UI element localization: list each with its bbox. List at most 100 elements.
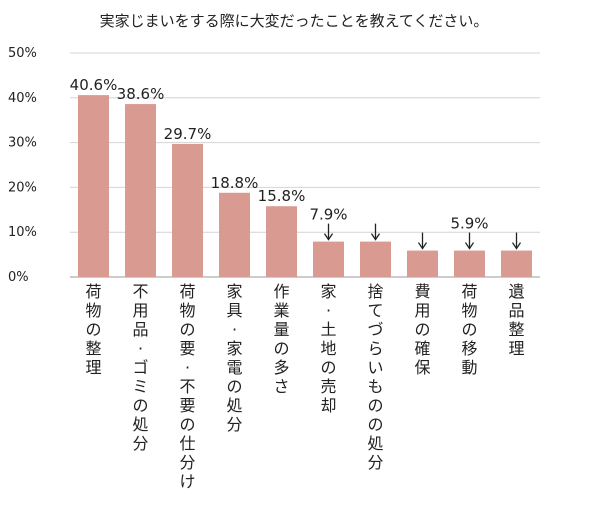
arrow-head [511, 242, 522, 250]
category-label-char: 捨 [367, 282, 383, 301]
bars [78, 95, 532, 278]
category-label-char: の [85, 320, 101, 339]
category-label-char: 整 [85, 339, 101, 358]
category-label-char: 分 [226, 415, 242, 434]
data-label: 7.9% [309, 206, 347, 224]
category-label-char: の [414, 320, 430, 339]
category-label-char: · [138, 339, 143, 358]
category-label-char: の [367, 396, 383, 415]
category-label-char: 用 [132, 301, 148, 320]
category-label-char: の [320, 358, 336, 377]
data-label: 5.9% [450, 215, 488, 233]
category-label-char: 業 [273, 301, 289, 320]
bar [313, 241, 344, 277]
bar [172, 143, 203, 277]
arrow-head [370, 233, 381, 241]
category-label-char: 分 [179, 453, 195, 472]
x-axis-category-labels: 荷物の整理不用品·ゴミの処分荷物の要·不要の仕分け家具·家電の処分作業量の多さ家… [85, 282, 524, 491]
data-label: 18.8% [211, 174, 259, 192]
category-label-char: 処 [367, 434, 383, 453]
category-label-char: 荷 [85, 282, 101, 301]
category-label-char: づ [367, 320, 383, 339]
y-axis-tick-labels: 0% 10% 20% 30% 40% 50% [8, 46, 37, 285]
y-tick-label: 0% [8, 270, 29, 285]
category-label-char: の [179, 415, 195, 434]
category-label-char: 物 [179, 301, 195, 320]
category-label-char: · [185, 358, 190, 377]
category-label-char: ら [367, 339, 383, 358]
category-label-char: · [326, 301, 331, 320]
category-label-char: 確 [414, 339, 430, 358]
category-label-char: の [273, 339, 289, 358]
category-label-char: 遺 [508, 282, 524, 301]
category-label-char: 電 [226, 358, 242, 377]
category-label-char: 処 [226, 396, 242, 415]
category-label-char: 家 [320, 282, 336, 301]
category-label-char: 移 [461, 339, 477, 358]
arrow-head [417, 242, 428, 250]
bar [360, 241, 391, 277]
category-label-char: の [367, 415, 383, 434]
data-label: 40.6% [70, 76, 118, 94]
category-label-char: も [367, 377, 383, 396]
category-label-char: ゴ [132, 358, 148, 377]
category-label-char: 仕 [179, 434, 195, 453]
category-label-char: け [179, 472, 195, 491]
category-label-char: 分 [367, 453, 383, 472]
category-label-char: の [226, 377, 242, 396]
category-label-char: 分 [132, 434, 148, 453]
y-tick-label: 10% [8, 225, 37, 240]
category-label-char: 保 [414, 358, 430, 377]
category-label-char: 整 [508, 320, 524, 339]
y-tick-label: 30% [8, 136, 37, 151]
category-label-char: · [232, 320, 237, 339]
category-label-char: て [367, 301, 383, 320]
category-label-char: 作 [273, 282, 289, 301]
category-label-char: 荷 [179, 282, 195, 301]
category-label-char: 物 [461, 301, 477, 320]
category-label-char: 理 [508, 339, 524, 358]
bar [407, 250, 438, 277]
category-label-char: 多 [273, 358, 289, 377]
arrow-head [323, 233, 334, 241]
category-label-char: 品 [132, 320, 148, 339]
category-label-char: 具 [226, 301, 242, 320]
arrow-head [464, 242, 475, 250]
bar [501, 250, 532, 277]
category-label-char: の [461, 320, 477, 339]
category-label-char: 品 [508, 301, 524, 320]
data-label: 15.8% [258, 187, 306, 205]
category-label-char: 物 [85, 301, 101, 320]
arrow-markers [323, 223, 522, 250]
category-label-char: 家 [226, 282, 242, 301]
y-tick-label: 50% [8, 46, 37, 61]
category-label-char: 却 [320, 396, 336, 415]
category-label-char: 要 [179, 396, 195, 415]
data-label: 29.7% [164, 125, 212, 143]
bar [266, 206, 297, 277]
category-label-char: 理 [85, 358, 101, 377]
category-label-char: の [179, 320, 195, 339]
category-label-char: 家 [226, 339, 242, 358]
bar [219, 192, 250, 277]
bar [454, 250, 485, 277]
category-label-char: の [132, 396, 148, 415]
y-tick-label: 20% [8, 180, 37, 195]
category-label-char: 土 [320, 320, 336, 339]
bar [125, 104, 156, 278]
category-label-char: 不 [132, 282, 148, 301]
category-label-char: 地 [320, 339, 336, 358]
y-tick-label: 40% [8, 91, 37, 106]
category-label-char: 量 [273, 320, 289, 339]
category-label-char: 要 [179, 339, 195, 358]
